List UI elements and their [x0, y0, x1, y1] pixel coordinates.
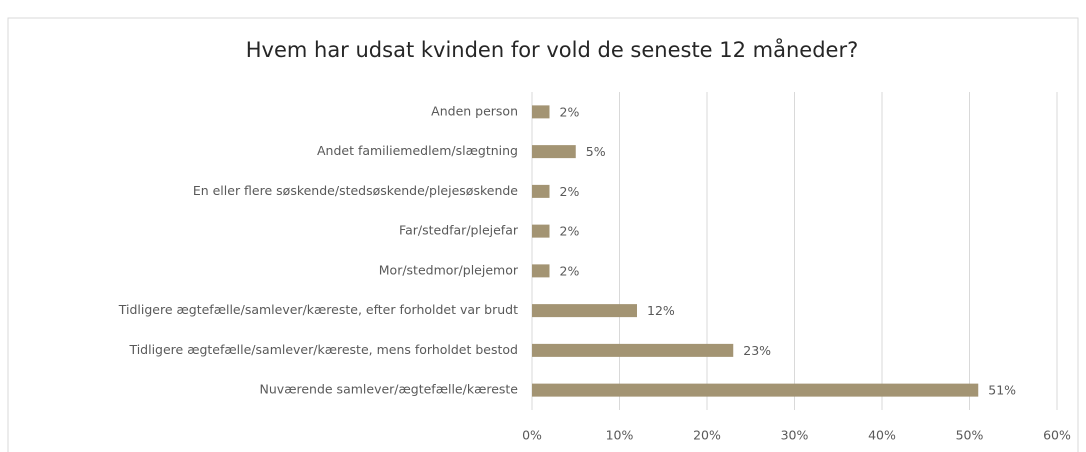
data-label: 2% — [560, 104, 580, 119]
x-tick-label: 50% — [956, 428, 984, 443]
x-tick-label: 20% — [693, 428, 721, 443]
bar — [532, 304, 637, 318]
data-label: 5% — [586, 144, 606, 159]
data-label: 2% — [560, 184, 580, 199]
x-tick-label: 0% — [522, 428, 542, 443]
bar — [532, 145, 576, 159]
y-tick-label: Nuværende samlever/ægtefælle/kæreste — [260, 382, 519, 397]
y-tick-label: Andet familiemedlem/slægtning — [317, 143, 518, 158]
bar — [532, 224, 550, 238]
data-label: 2% — [560, 224, 580, 239]
bar — [532, 383, 979, 397]
bar — [532, 105, 550, 119]
y-tick-label: Far/stedfar/plejefar — [399, 223, 519, 238]
data-label: 12% — [647, 303, 675, 318]
chart-title: Hvem har udsat kvinden for vold de senes… — [246, 37, 859, 62]
x-tick-label: 40% — [868, 428, 896, 443]
data-label: 51% — [988, 383, 1016, 398]
x-tick-label: 30% — [781, 428, 809, 443]
data-label: 23% — [743, 343, 771, 358]
y-tick-label: Mor/stedmor/plejemor — [379, 262, 519, 277]
bar — [532, 184, 550, 198]
bar — [532, 264, 550, 278]
bar — [532, 343, 734, 357]
x-tick-label: 60% — [1043, 428, 1071, 443]
y-tick-label: Tidligere ægtefælle/samlever/kæreste, me… — [128, 342, 518, 357]
y-tick-label: En eller flere søskende/stedsøskende/ple… — [193, 183, 518, 198]
data-label: 2% — [560, 263, 580, 278]
x-tick-label: 10% — [606, 428, 634, 443]
y-tick-label: Tidligere ægtefælle/samlever/kæreste, ef… — [118, 302, 518, 317]
y-tick-label: Anden person — [431, 103, 518, 118]
